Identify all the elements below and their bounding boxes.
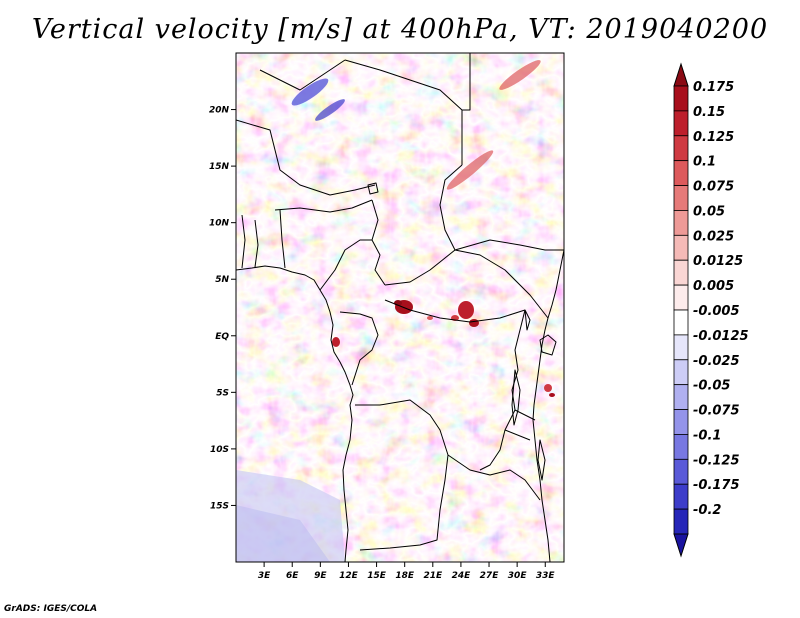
border-gabon-congo	[339, 311, 379, 386]
colorbar-label: -0.05	[693, 379, 730, 394]
figure-title: Vertical velocity [m/s] at 400hPa, VT: 2…	[31, 14, 769, 45]
lake-malawi	[537, 439, 546, 481]
colorbar-swatch	[673, 309, 689, 336]
colorbar-swatch	[673, 434, 689, 460]
colorbar-label: -0.005	[693, 304, 740, 319]
vertical-velocity-field	[236, 53, 564, 562]
border-libya-egypt	[461, 53, 471, 165]
lake-tanganyika	[511, 369, 521, 426]
lon-tick-label: 30E	[508, 571, 528, 581]
colorbar-swatch	[673, 85, 689, 112]
border-sudan-south-sudan	[454, 239, 564, 251]
lon-tick-label: 21E	[423, 571, 443, 581]
colorbar-label: -0.0125	[693, 329, 749, 344]
lon-tick-label: 12E	[339, 571, 359, 581]
colorbar-label: -0.025	[693, 354, 740, 369]
longitude-axis: 3E 6E 9E 12E 15E 18E 21E 24E 27E 30E 33E	[258, 562, 556, 581]
grads-credit: GrADS: IGES/COLA	[4, 604, 98, 614]
map-frame	[235, 52, 565, 563]
colorbar-swatch	[673, 284, 689, 311]
border-zambia	[447, 454, 541, 501]
lon-tick-label: 27E	[480, 571, 500, 581]
colorbar-swatch	[673, 185, 689, 211]
border-ghana-togo	[241, 214, 259, 269]
colorbar-label: 0.075	[693, 180, 734, 195]
colorbar-swatch	[673, 160, 689, 186]
border-tanzania	[504, 409, 536, 441]
colorbar-swatch	[673, 384, 689, 410]
colorbar-swatch	[673, 234, 689, 261]
lat-tick-label: 5S	[216, 388, 229, 398]
border-nigeria-benin	[279, 209, 286, 269]
coastline-east-africa	[532, 249, 564, 562]
convective-cells	[291, 60, 555, 397]
colorbar-swatch	[673, 483, 689, 510]
colorbar-label: 0.175	[693, 80, 734, 95]
colorbar-label: -0.2	[693, 503, 721, 518]
colorbar-swatch	[673, 259, 689, 286]
lake-chad	[367, 182, 379, 195]
lat-tick-label: 15N	[209, 162, 230, 172]
colorbar-label: 0.005	[693, 279, 734, 294]
colorbar-label: -0.125	[693, 453, 740, 468]
lake-victoria	[539, 334, 557, 356]
colorbar-swatch	[673, 508, 689, 535]
border-angola-zambia	[359, 454, 449, 551]
border-algeria-niger	[259, 59, 346, 91]
colorbar-swatch	[673, 110, 689, 137]
colorbar-over-triangle	[673, 62, 689, 87]
colorbar-label: 0.15	[693, 105, 725, 120]
colorbar-swatch	[673, 458, 689, 485]
coastline-gulf-of-guinea	[236, 265, 354, 562]
lon-tick-label: 9E	[314, 571, 327, 581]
colorbar-label: -0.1	[693, 428, 721, 443]
colorbar-label: 0.025	[693, 229, 734, 244]
colorbar: 0.175 0.15 0.125 0.1 0.075 0.05 0.025 0.0125 0.0…	[673, 62, 749, 558]
border-drc-north	[384, 299, 526, 323]
colorbar-label: 0.1	[693, 155, 716, 170]
border-mali-niger	[236, 119, 376, 196]
lon-tick-label: 18E	[395, 571, 415, 581]
lat-tick-label: 15S	[210, 501, 229, 511]
lat-tick-label: 10N	[209, 219, 230, 229]
border-niger-nigeria	[274, 199, 373, 213]
colorbar-label: 0.05	[693, 204, 725, 219]
colorbar-label: -0.175	[693, 478, 740, 493]
latitude-axis: 20N 15N 10N 5N EQ 5S 10S 15S	[209, 106, 236, 511]
lon-tick-label: 3E	[258, 571, 271, 581]
lat-tick-label: 20N	[209, 106, 230, 116]
colorbar-label: 0.0125	[693, 254, 743, 269]
border-cameroon-nigeria	[319, 239, 372, 291]
lon-tick-label: 33E	[536, 571, 556, 581]
colorbar-swatch	[673, 409, 689, 435]
colorbar-label: 0.125	[693, 130, 734, 145]
lake-albert	[524, 309, 531, 331]
colorbar-swatch	[673, 334, 689, 361]
colorbar-swatch	[673, 210, 689, 236]
border-car	[384, 249, 549, 319]
colorbar-swatch	[673, 359, 689, 386]
lon-tick-label: 24E	[452, 571, 472, 581]
lat-tick-label: 10S	[210, 445, 229, 455]
colorbar-under-triangle	[673, 533, 689, 558]
border-chad-sudan	[439, 164, 463, 251]
colorbar-swatch	[673, 135, 689, 162]
lat-tick-label: EQ	[215, 332, 229, 342]
border-drc-east	[479, 309, 526, 471]
lat-tick-label: 5N	[215, 275, 229, 285]
lon-tick-label: 6E	[286, 571, 299, 581]
lon-tick-label: 15E	[367, 571, 387, 581]
colorbar-label: -0.075	[693, 404, 740, 419]
border-chad-cameroon	[371, 199, 386, 286]
border-angola-north	[355, 399, 449, 456]
map-boundaries	[236, 53, 564, 562]
border-niger-libya	[344, 59, 463, 111]
